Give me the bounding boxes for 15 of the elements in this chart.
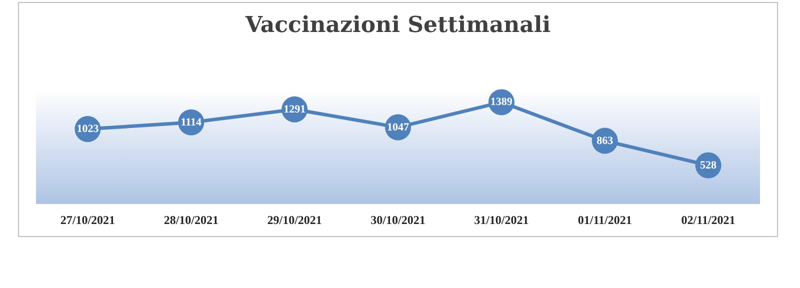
x-tick-label: 27/10/2021	[60, 213, 116, 227]
chart-title: Vaccinazioni Settimanali	[244, 12, 551, 38]
data-label: 1114	[180, 116, 202, 128]
data-label: 1389	[490, 96, 513, 108]
x-tick-label: 30/10/2021	[370, 213, 426, 227]
data-label: 1291	[284, 103, 306, 116]
data-label: 1023	[76, 123, 100, 136]
x-tick-label: 01/11/2021	[578, 213, 632, 227]
x-tick-label: 28/10/2021	[164, 213, 218, 227]
x-tick-label: 29/10/2021	[267, 213, 322, 227]
data-label: 528	[700, 159, 718, 172]
data-label: 1047	[387, 121, 410, 134]
x-tick-label: 31/10/2021	[474, 213, 529, 227]
data-label: 863	[596, 134, 614, 147]
x-tick-label: 02/11/2021	[681, 213, 736, 227]
